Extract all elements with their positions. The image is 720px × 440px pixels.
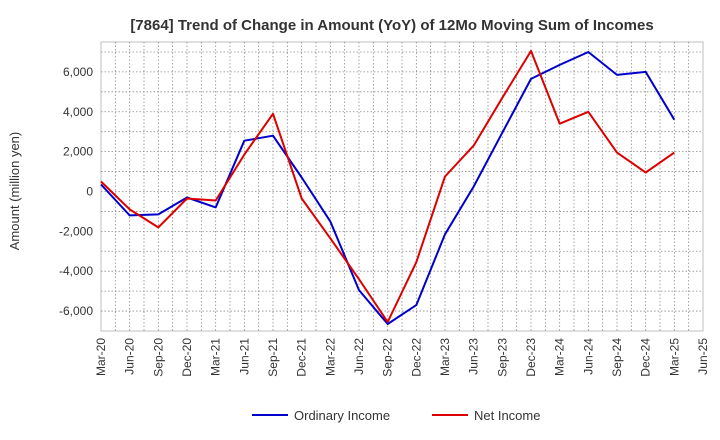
y-tick-label: -6,000 [59, 304, 93, 318]
chart-title: [7864] Trend of Change in Amount (YoY) o… [130, 17, 653, 34]
x-tick-label: Mar-23 [438, 338, 452, 376]
y-tick-label: 2,000 [63, 145, 93, 159]
x-tick-label: Jun-21 [237, 338, 251, 375]
x-tick-label: Dec-22 [409, 338, 423, 377]
x-tick-label: Mar-21 [209, 338, 223, 376]
y-tick-label: 4,000 [63, 105, 93, 119]
x-tick-label: Sep-24 [610, 338, 624, 377]
y-tick-label: -2,000 [59, 224, 93, 238]
x-tick-label: Jun-25 [696, 338, 710, 375]
legend-label: Net Income [474, 408, 540, 423]
y-tick-labels: -6,000 -4,000 -2,000 0 2,000 4,000 6,000 [59, 65, 93, 318]
y-tick-label: 0 [86, 184, 93, 198]
legend-label: Ordinary Income [294, 408, 390, 423]
x-tick-label: Sep-23 [495, 338, 509, 377]
x-tick-label: Sep-21 [266, 338, 280, 377]
x-tick-label: Sep-20 [151, 338, 165, 377]
x-tick-label: Jun-22 [352, 338, 366, 375]
x-tick-label: Dec-23 [524, 338, 538, 377]
x-tick-label: Jun-23 [467, 338, 481, 375]
x-tick-label: Mar-22 [323, 338, 337, 376]
x-tick-label: Dec-20 [180, 338, 194, 377]
x-tick-label: Mar-24 [553, 338, 567, 376]
series-lines [100, 50, 676, 325]
series-line-ordinary-income [100, 51, 676, 325]
vertical-gridlines [114, 42, 690, 331]
y-axis-label: Amount (million yen) [7, 132, 22, 251]
x-tick-label: Jun-20 [123, 338, 137, 375]
x-tick-label: Dec-24 [639, 338, 653, 377]
legend: Ordinary Income Net Income [252, 408, 540, 423]
y-tick-label: -4,000 [59, 264, 93, 278]
x-tick-label: Jun-24 [581, 338, 595, 375]
y-tick-label: 6,000 [63, 65, 93, 79]
x-tick-label: Mar-20 [94, 338, 108, 376]
x-tick-label: Dec-21 [295, 338, 309, 377]
x-tick-label: Mar-25 [667, 338, 681, 376]
series-line-net-income [100, 50, 675, 323]
x-tick-labels: Mar-20 Jun-20 Sep-20 Dec-20 Mar-21 Jun-21 Sep-… [94, 338, 710, 377]
x-tick-label: Sep-22 [381, 338, 395, 377]
